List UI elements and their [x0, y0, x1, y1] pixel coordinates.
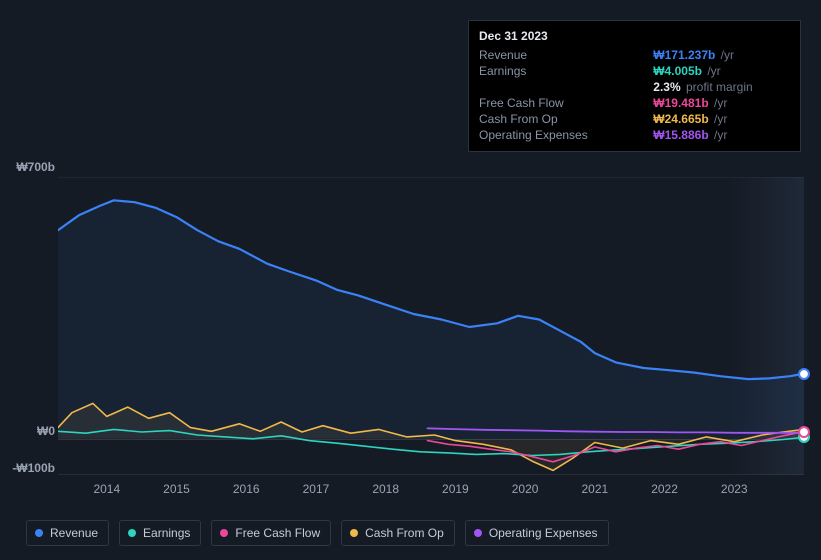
- legend-label: Free Cash Flow: [235, 526, 320, 540]
- legend-item[interactable]: Cash From Op: [341, 520, 455, 546]
- legend-swatch: [474, 529, 482, 537]
- legend-item[interactable]: Earnings: [119, 520, 201, 546]
- x-axis-label: 2021: [581, 482, 608, 496]
- x-axis-label: 2023: [721, 482, 748, 496]
- chart-tooltip: Dec 31 2023 Revenue ₩171.237b /yrEarning…: [468, 20, 801, 152]
- chart-plot-area[interactable]: [58, 177, 804, 475]
- legend-swatch: [35, 529, 43, 537]
- series-end-marker: [800, 428, 808, 436]
- chart-svg: [58, 178, 804, 476]
- tooltip-table: Revenue ₩171.237b /yrEarnings ₩4.005b /y…: [479, 47, 790, 143]
- tooltip-date: Dec 31 2023: [479, 29, 790, 43]
- x-axis-label: 2016: [233, 482, 260, 496]
- x-axis-label: 2014: [93, 482, 120, 496]
- legend-swatch: [350, 529, 358, 537]
- legend-swatch: [220, 529, 228, 537]
- series-end-marker: [800, 370, 808, 378]
- x-axis-label: 2017: [303, 482, 330, 496]
- x-axis-label: 2020: [512, 482, 539, 496]
- y-axis-label: ₩700b: [16, 160, 55, 174]
- x-axis-label: 2022: [651, 482, 678, 496]
- legend-label: Operating Expenses: [489, 526, 598, 540]
- legend-label: Cash From Op: [365, 526, 444, 540]
- x-axis-label: 2018: [372, 482, 399, 496]
- x-axis-label: 2019: [442, 482, 469, 496]
- chart-legend: Revenue Earnings Free Cash Flow Cash From O…: [26, 520, 609, 546]
- y-axis-label: ₩0: [37, 424, 55, 438]
- legend-swatch: [128, 529, 136, 537]
- x-axis-label: 2015: [163, 482, 190, 496]
- legend-item[interactable]: Revenue: [26, 520, 109, 546]
- legend-item[interactable]: Operating Expenses: [465, 520, 609, 546]
- y-axis-label: -₩100b: [12, 461, 55, 475]
- legend-label: Revenue: [50, 526, 98, 540]
- legend-label: Earnings: [143, 526, 190, 540]
- legend-item[interactable]: Free Cash Flow: [211, 520, 331, 546]
